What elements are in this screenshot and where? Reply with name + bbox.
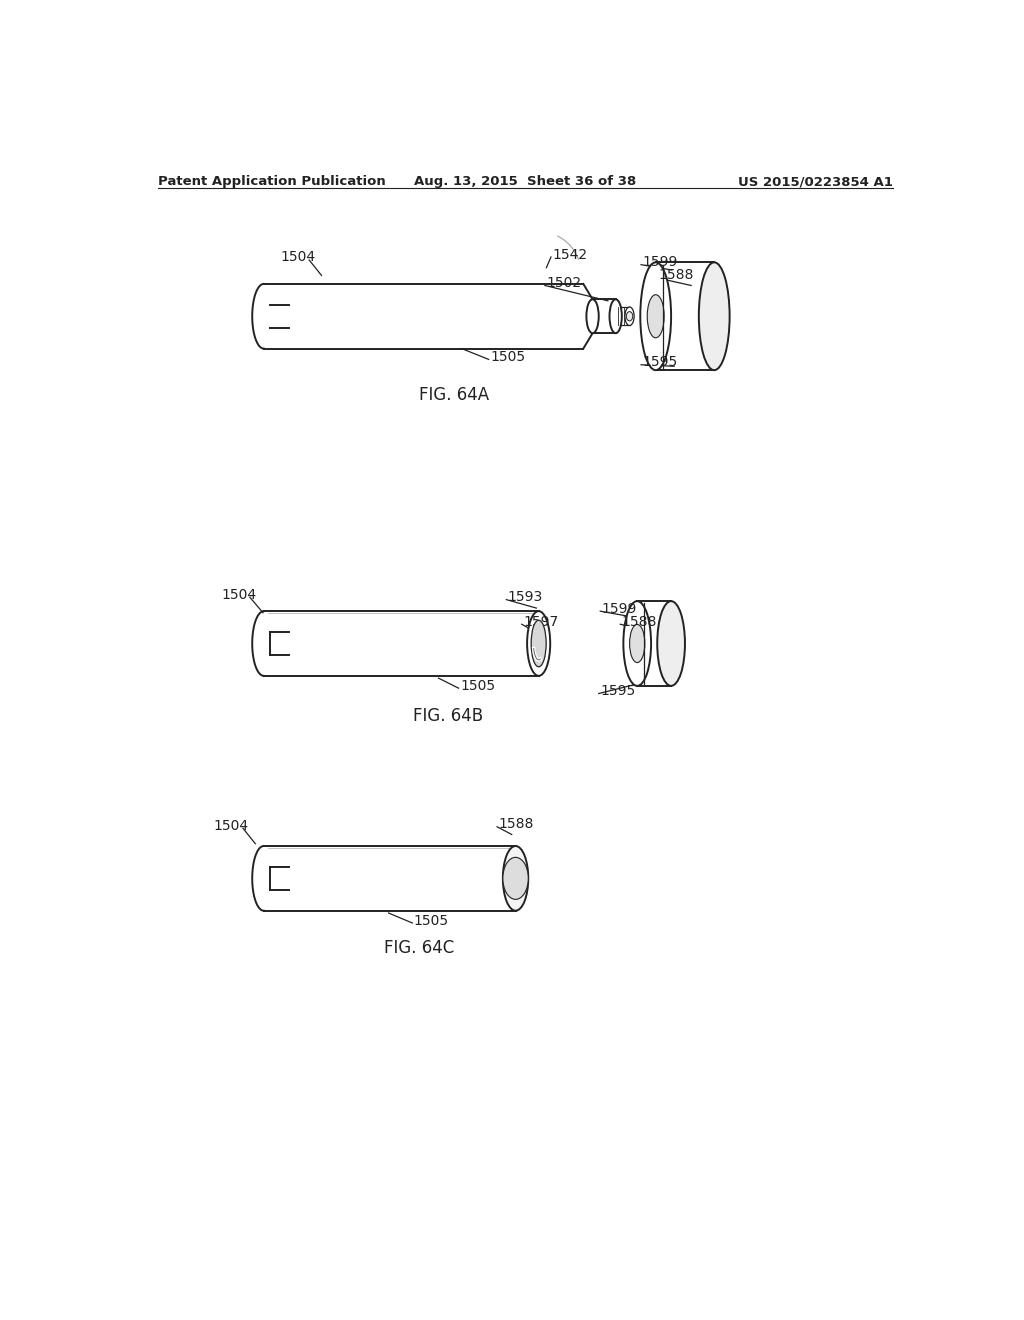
Text: 1504: 1504	[221, 587, 257, 602]
Text: 1504: 1504	[214, 818, 249, 833]
Text: 1595: 1595	[643, 355, 678, 370]
Text: 1505: 1505	[490, 350, 525, 364]
Ellipse shape	[503, 846, 528, 911]
Ellipse shape	[630, 624, 645, 663]
Text: FIG. 64A: FIG. 64A	[419, 385, 489, 404]
Text: 1597: 1597	[523, 615, 558, 628]
Text: 1595: 1595	[600, 684, 636, 698]
Text: 1588: 1588	[499, 817, 534, 832]
Ellipse shape	[624, 601, 651, 686]
Text: 1505: 1505	[414, 913, 450, 928]
Ellipse shape	[698, 263, 730, 370]
Text: FIG. 64C: FIG. 64C	[384, 939, 455, 957]
Ellipse shape	[657, 601, 685, 686]
Text: 1599: 1599	[643, 255, 678, 269]
Ellipse shape	[647, 294, 665, 338]
Ellipse shape	[527, 611, 550, 676]
Text: Patent Application Publication: Patent Application Publication	[158, 176, 385, 189]
Text: 1588: 1588	[622, 615, 657, 628]
Text: 1542: 1542	[553, 248, 588, 261]
Text: 1505: 1505	[460, 678, 496, 693]
Ellipse shape	[531, 620, 546, 667]
Ellipse shape	[627, 312, 633, 321]
Ellipse shape	[609, 300, 622, 333]
Text: FIG. 64B: FIG. 64B	[413, 708, 483, 725]
Text: 1593: 1593	[508, 590, 543, 605]
Ellipse shape	[503, 857, 528, 899]
Ellipse shape	[587, 300, 599, 333]
Text: 1599: 1599	[602, 602, 637, 616]
Text: US 2015/0223854 A1: US 2015/0223854 A1	[738, 176, 893, 189]
Text: 1588: 1588	[658, 268, 693, 282]
Text: 1502: 1502	[547, 276, 582, 290]
Text: 1504: 1504	[281, 249, 315, 264]
Ellipse shape	[625, 308, 634, 326]
Text: Aug. 13, 2015  Sheet 36 of 38: Aug. 13, 2015 Sheet 36 of 38	[414, 176, 636, 189]
Ellipse shape	[640, 263, 671, 370]
